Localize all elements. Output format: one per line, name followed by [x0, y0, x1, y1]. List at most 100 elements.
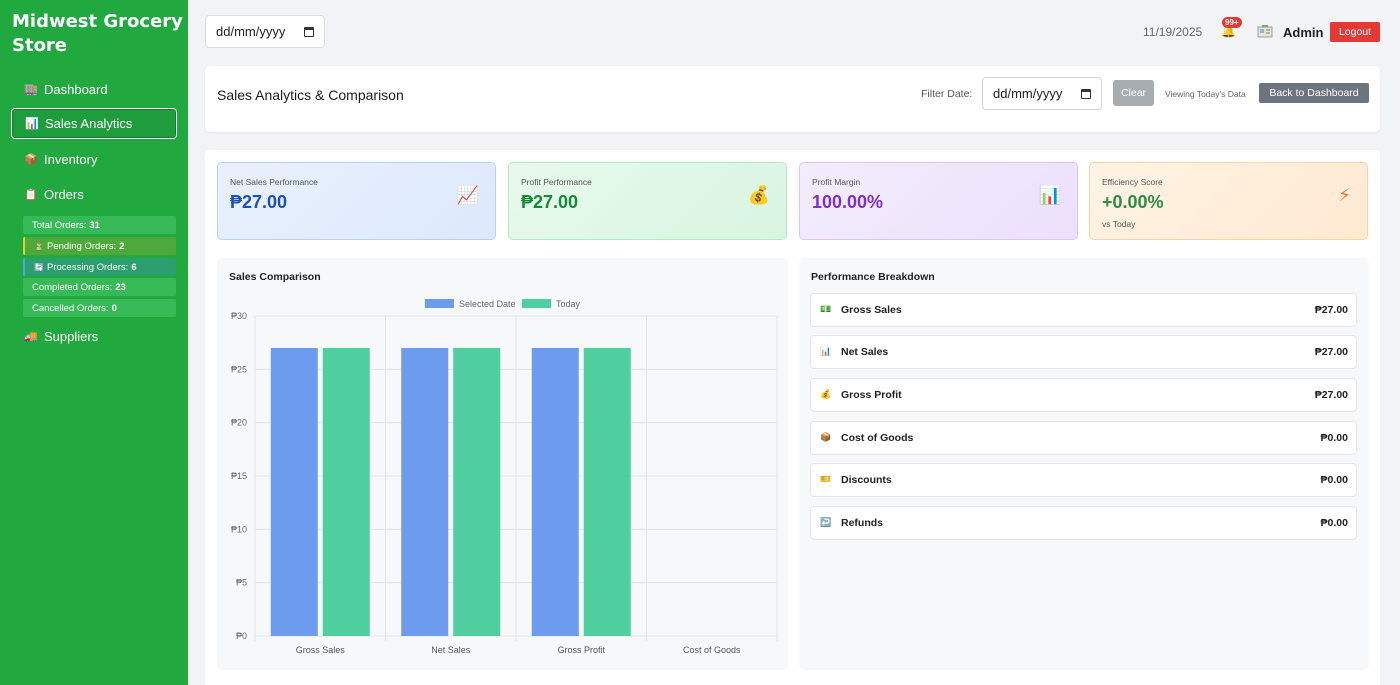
x-tick-label: Net Sales	[431, 645, 471, 655]
user-name[interactable]: Admin	[1283, 25, 1324, 40]
order-stat-cancelled[interactable]: Cancelled Orders: 0	[23, 299, 176, 317]
nav-label: Dashboard	[44, 82, 108, 97]
truck-icon: 🚚	[24, 331, 38, 343]
nav-inventory[interactable]: 📦 Inventory	[11, 144, 177, 175]
date-placeholder: dd/mm/yyyy	[216, 24, 286, 39]
top-date-input[interactable]: dd/mm/yyyy	[205, 15, 325, 48]
perf-refunds: ↩️ Refunds ₱0.00	[810, 506, 1357, 540]
stat-value: 0	[111, 302, 117, 314]
brand-title: Midwest Grocery Store	[12, 11, 183, 56]
order-stat-completed[interactable]: Completed Orders: 23	[23, 278, 176, 296]
kpi-label: Profit Margin	[812, 177, 861, 187]
perf-label: Discounts	[841, 474, 892, 486]
y-tick-label: ₱20	[231, 418, 247, 428]
stat-label: Pending Orders:	[47, 240, 117, 252]
logout-button[interactable]: Logout	[1330, 22, 1380, 42]
chart-title: Sales Comparison	[229, 271, 321, 283]
legend-label: Today	[556, 299, 581, 309]
package-icon: 📦	[820, 432, 832, 442]
package-icon: 📦	[24, 154, 38, 166]
sidebar: Midwest Grocery Store 🏬 Dashboard 📊 Sale…	[0, 0, 188, 685]
performance-panel: Performance Breakdown 💵 Gross Sales ₱27.…	[799, 258, 1369, 670]
kpi-profit-margin: Profit Margin 100.00% 📊	[799, 162, 1078, 240]
perf-value: ₱0.00	[1320, 432, 1348, 444]
perf-value: ₱27.00	[1314, 389, 1348, 401]
sales-comparison-panel: Sales Comparison ₱0 ₱5 ₱10 ₱15 ₱20 ₱25 ₱30 Gros…	[217, 258, 788, 670]
calendar-icon[interactable]	[1081, 88, 1091, 99]
perf-cost-of-goods: 📦 Cost of Goods ₱0.00	[810, 421, 1357, 455]
hourglass-icon: ⏳	[34, 241, 44, 251]
nav-label: Inventory	[44, 152, 98, 167]
perf-value: ₱0.00	[1320, 474, 1348, 486]
kpi-label: Net Sales Performance	[230, 177, 318, 187]
stat-label: Cancelled Orders:	[32, 302, 109, 314]
bar-selected-date	[531, 348, 579, 636]
order-stat-pending[interactable]: ⏳ Pending Orders: 2	[23, 237, 176, 255]
bar-today	[322, 348, 370, 636]
date-placeholder: dd/mm/yyyy	[993, 86, 1063, 101]
store-icon: 🏬	[24, 84, 38, 96]
bar-chart-icon: 📊	[820, 346, 832, 356]
y-tick-label: ₱30	[231, 311, 247, 321]
nav-orders[interactable]: 📋 Orders	[11, 179, 177, 210]
trend-chart-icon: 📈	[456, 185, 479, 205]
perf-value: ₱27.00	[1314, 304, 1348, 316]
bar-selected-date	[401, 348, 449, 636]
analytics-card: Net Sales Performance ₱27.00 📈 Profit Pe…	[205, 150, 1380, 685]
nav-dashboard[interactable]: 🏬 Dashboard	[11, 74, 177, 105]
filter-date-label: Filter Date:	[921, 88, 973, 100]
perf-gross-profit: 💰 Gross Profit ₱27.00	[810, 378, 1357, 412]
perf-value: ₱27.00	[1314, 346, 1348, 358]
money-bag-icon: 💰	[820, 389, 832, 399]
filter-date-input[interactable]: dd/mm/yyyy	[982, 77, 1102, 110]
stat-value: 23	[115, 281, 126, 293]
y-tick-label: ₱5	[236, 578, 247, 588]
calendar-icon[interactable]	[304, 26, 314, 37]
kpi-label: Efficiency Score	[1102, 177, 1163, 187]
bar-chart-icon: 📊	[1038, 185, 1061, 205]
y-tick-label: ₱10	[231, 524, 247, 534]
x-tick-label: Gross Profit	[557, 645, 605, 655]
kpi-net-sales: Net Sales Performance ₱27.00 📈	[217, 162, 496, 240]
bar-today	[583, 348, 631, 636]
legend-swatch	[522, 299, 551, 308]
stat-value: 6	[131, 261, 137, 273]
perf-label: Refunds	[841, 517, 883, 529]
page-title: Sales Analytics & Comparison	[217, 87, 404, 103]
clear-button[interactable]: Clear	[1113, 80, 1154, 106]
perf-label: Net Sales	[841, 346, 889, 358]
y-tick-label: ₱15	[231, 471, 247, 481]
perf-label: Gross Sales	[841, 304, 902, 316]
notification-badge: 99+	[1222, 17, 1242, 28]
x-tick-label: Cost of Goods	[683, 645, 741, 655]
bar-selected-date	[270, 348, 318, 636]
kpi-value: 100.00%	[812, 192, 884, 212]
order-stat-processing[interactable]: 🔄 Processing Orders: 6	[23, 258, 176, 276]
perf-label: Gross Profit	[841, 389, 902, 401]
perf-label: Cost of Goods	[841, 432, 914, 444]
legend-swatch	[425, 299, 454, 308]
stat-value: 2	[119, 240, 125, 252]
y-tick-label: ₱25	[231, 364, 247, 374]
stat-label: Completed Orders:	[32, 281, 113, 293]
nav-label: Orders	[44, 187, 84, 202]
nav-suppliers[interactable]: 🚚 Suppliers	[11, 321, 177, 352]
kpi-efficiency: Efficiency Score +0.00% vs Today ⚡	[1089, 162, 1368, 240]
order-stat-total[interactable]: Total Orders: 31	[23, 216, 176, 234]
stat-value: 31	[89, 219, 100, 231]
kpi-subtext: vs Today	[1102, 219, 1136, 229]
ticket-icon: 🎫	[820, 474, 832, 484]
kpi-value: ₱27.00	[230, 192, 288, 212]
kpi-label: Profit Performance	[521, 177, 592, 187]
back-to-dashboard-button[interactable]: Back to Dashboard	[1259, 83, 1369, 103]
admin-avatar-icon	[1257, 25, 1273, 38]
perf-value: ₱0.00	[1320, 517, 1348, 529]
x-tick-label: Gross Sales	[296, 645, 346, 655]
nav-label: Sales Analytics	[45, 116, 133, 131]
nav-sales-analytics[interactable]: 📊 Sales Analytics	[11, 108, 177, 139]
viewing-status: Viewing Today's Data	[1165, 89, 1246, 99]
perf-discounts: 🎫 Discounts ₱0.00	[810, 463, 1357, 497]
money-bag-icon: 💰	[747, 185, 770, 205]
cash-icon: 💵	[820, 304, 832, 314]
nav-label: Suppliers	[44, 329, 99, 344]
